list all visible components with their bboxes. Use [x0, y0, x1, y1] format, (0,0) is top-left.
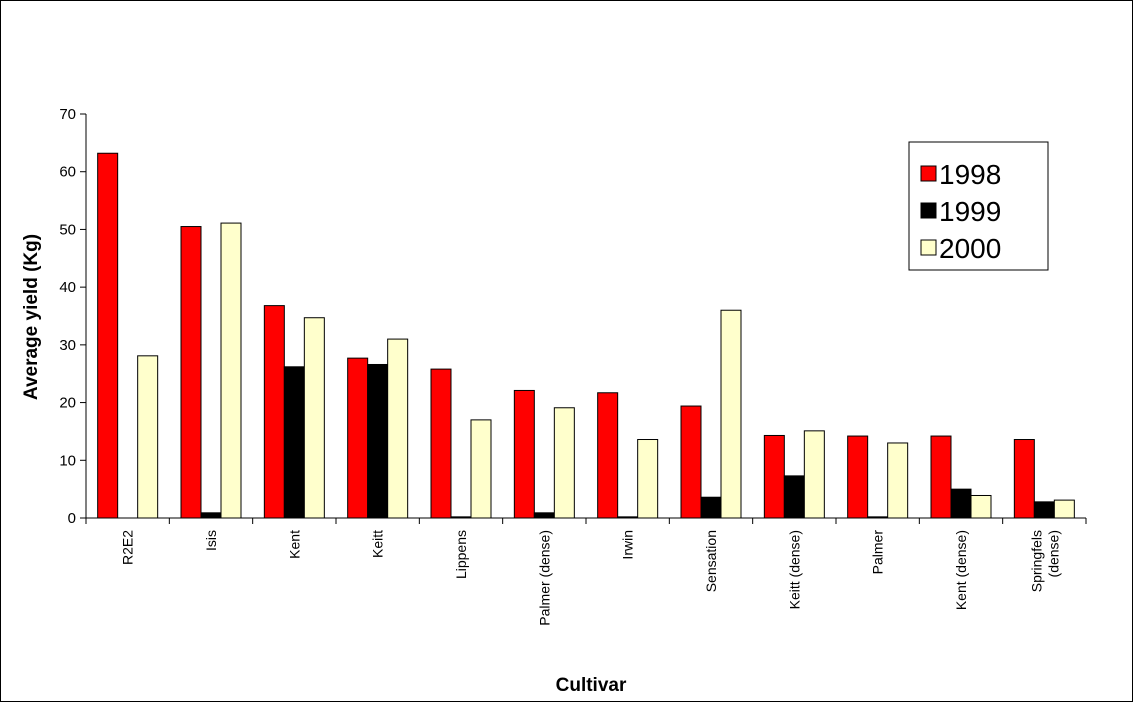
legend: 1998 1999 2000	[908, 141, 1049, 271]
y-tick-label: 20	[59, 395, 76, 412]
legend-swatch-1999	[920, 202, 937, 219]
x-tick-label: Keitt	[370, 530, 386, 558]
bar-1998-palmer	[847, 435, 869, 519]
bar-2000-lippens	[470, 419, 492, 519]
bar-1999-keitt	[367, 363, 389, 519]
bar-2000-keitt	[387, 338, 409, 519]
legend-label-2000: 2000	[939, 233, 1001, 264]
bar-1998-springfels-dense	[1013, 439, 1035, 519]
bar-1998-keitt	[347, 357, 369, 519]
x-axis-tick-labels: R2E2 Isis Kent Keitt Lippens Palmer (dense) Ir…	[120, 530, 1062, 626]
bar-1998-keitt-dense	[763, 434, 785, 519]
x-tick-label: Kent (dense)	[953, 530, 969, 610]
bar-2000-irwin	[637, 439, 659, 519]
x-tick-label: Springfels(dense)	[1028, 530, 1061, 592]
y-tick-label: 10	[59, 452, 76, 469]
bar-2000-palmer	[887, 442, 909, 519]
bar-1999-isis	[200, 512, 222, 519]
y-tick-label: 30	[59, 337, 76, 354]
bar-2000-springfels-dense	[1053, 499, 1075, 519]
x-tick-label: Sensation	[703, 530, 719, 592]
x-tick-label: Keitt (dense)	[786, 530, 802, 609]
legend-label-1998: 1998	[939, 159, 1001, 190]
x-axis-title: Cultivar	[556, 675, 627, 696]
y-tick-label: 50	[59, 221, 76, 238]
y-tick-label: 40	[59, 279, 76, 296]
y-tick-label: 70	[59, 106, 76, 123]
bar-1999-kent-dense	[950, 488, 972, 519]
bar-1998-kent-dense	[930, 435, 952, 519]
bar-1999-palmer-dense	[533, 512, 555, 519]
bar-1999-sensation	[700, 496, 722, 519]
legend-label-1999: 1999	[939, 196, 1001, 227]
bar-2000-kent	[303, 317, 325, 519]
bar-1999-springfels-dense	[1033, 501, 1055, 519]
y-tick-label: 60	[59, 164, 76, 181]
x-tick-label: Lippens	[453, 530, 469, 579]
bar-2000-sensation	[720, 309, 742, 519]
bar-1998-irwin	[597, 392, 619, 519]
legend-swatch-2000	[920, 239, 937, 256]
x-tick-label: Palmer (dense)	[536, 530, 552, 626]
bar-1999-keitt-dense	[783, 475, 805, 519]
legend-swatch-1998	[920, 165, 937, 182]
bar-1998-isis	[180, 226, 202, 519]
bar-2000-palmer-dense	[553, 407, 575, 519]
x-tick-label: Kent	[286, 530, 302, 559]
x-tick-label: Isis	[203, 530, 219, 551]
x-tick-label: R2E2	[120, 530, 136, 565]
bar-2000-isis	[220, 222, 242, 519]
y-axis-title: Average yield (Kg)	[21, 234, 42, 400]
bar-1998-palmer-dense	[513, 389, 535, 519]
y-tick-label: 0	[68, 510, 76, 527]
bar-1999-kent	[283, 366, 305, 519]
x-tick-label: Irwin	[620, 530, 636, 560]
bar-2000-keitt-dense	[803, 430, 825, 519]
bar-1998-r2e2	[97, 152, 119, 519]
x-tick-label: Palmer	[870, 530, 886, 575]
bar-2000-r2e2	[137, 355, 159, 519]
bar-1998-kent	[263, 305, 285, 519]
axes	[85, 114, 1087, 524]
bar-2000-kent-dense	[970, 494, 992, 519]
y-axis-ticks: 0 10 20 30 40 50 60 70	[59, 106, 86, 527]
bar-1998-sensation	[680, 405, 702, 519]
bar-1998-lippens	[430, 368, 452, 519]
bars	[97, 152, 1075, 519]
